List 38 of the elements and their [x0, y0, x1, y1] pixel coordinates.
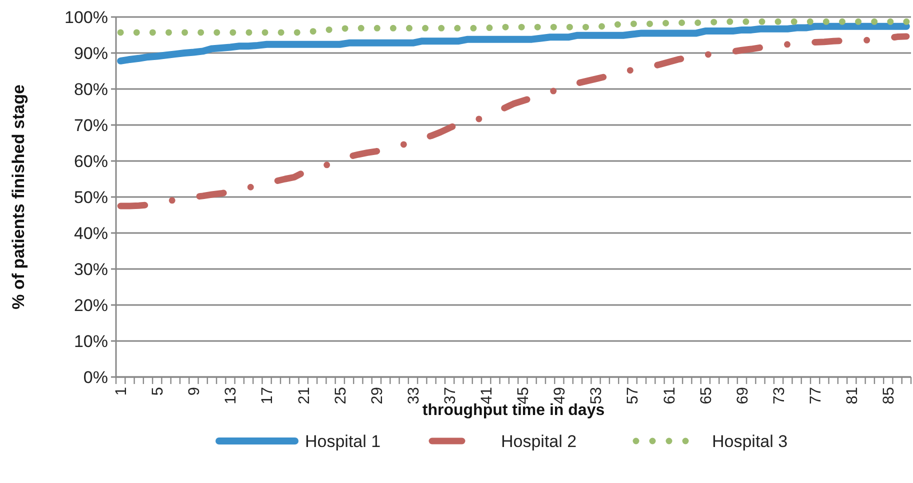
y-tick-label: 80%: [74, 80, 108, 99]
x-tick-label: 85: [880, 387, 898, 404]
x-tick-label: 17: [259, 387, 276, 404]
x-tick-label: 61: [661, 387, 678, 404]
y-tick-label: 100%: [64, 8, 108, 27]
x-tick-label: 53: [588, 387, 606, 404]
x-tick-label: 73: [770, 387, 788, 404]
y-tick-label: 10%: [74, 332, 108, 351]
y-tick-label: 0%: [83, 368, 108, 387]
x-tick-label: 37: [442, 387, 459, 404]
x-tick-label: 21: [296, 387, 313, 404]
x-tick-label: 25: [332, 387, 350, 404]
legend-label: Hospital 2: [501, 432, 577, 451]
x-tick-label: 13: [222, 387, 240, 404]
x-tick-label: 45: [515, 387, 532, 404]
x-tick-label: 41: [478, 387, 496, 404]
y-tick-label: 20%: [74, 296, 108, 315]
x-tick-label: 65: [698, 387, 715, 404]
x-tick-label: 69: [734, 387, 752, 404]
x-tick-label: 5: [150, 387, 167, 396]
x-tick-label: 81: [844, 387, 862, 404]
x-tick-label: 49: [552, 387, 569, 404]
y-axis-title: % of patients finished stage: [9, 84, 28, 310]
y-tick-label: 70%: [74, 116, 108, 135]
y-tick-label: 90%: [74, 44, 108, 63]
y-tick-label: 50%: [74, 188, 108, 207]
y-tick-label: 60%: [74, 152, 108, 171]
y-tick-label: 30%: [74, 260, 108, 279]
x-tick-label: 77: [807, 387, 824, 404]
x-axis-title: throughput time in days: [422, 402, 605, 419]
x-tick-label: 33: [405, 387, 422, 404]
x-tick-label: 29: [368, 387, 386, 404]
x-tick-label: 1: [112, 387, 130, 396]
legend-label: Hospital 1: [305, 432, 381, 451]
x-tick-label: 57: [624, 387, 642, 404]
x-tick-label: 9: [186, 387, 204, 396]
y-tick-label: 40%: [74, 224, 108, 243]
legend-label: Hospital 3: [712, 432, 788, 451]
